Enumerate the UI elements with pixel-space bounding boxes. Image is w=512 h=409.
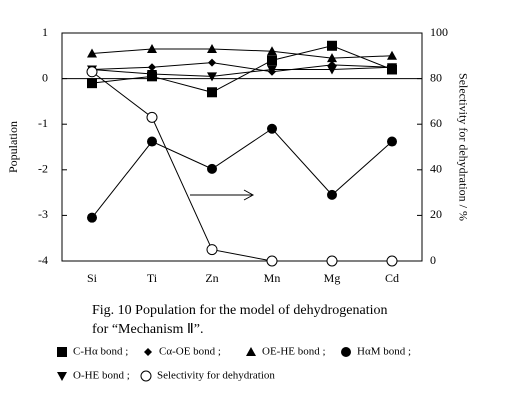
series-line xyxy=(91,45,393,93)
point xyxy=(87,48,97,58)
y-tick-label: -1 xyxy=(38,116,48,130)
legend-label: Selectivity for dehydration xyxy=(157,370,275,382)
point xyxy=(327,189,337,200)
point xyxy=(267,46,277,56)
series-line xyxy=(91,62,393,73)
point xyxy=(206,244,218,256)
legend-label: HαM bond ; xyxy=(357,346,411,358)
point xyxy=(147,43,157,53)
legend-marker xyxy=(144,348,152,356)
annotation-arrow xyxy=(190,189,255,201)
series-line xyxy=(91,128,393,218)
point xyxy=(326,255,338,267)
point xyxy=(207,163,217,174)
point xyxy=(386,255,398,267)
legend-marker xyxy=(140,370,152,382)
x-tick-label: Zn xyxy=(205,271,218,285)
point xyxy=(207,87,217,98)
x-tick-label: Mn xyxy=(264,271,281,285)
y2-tick-label: 60 xyxy=(430,116,442,130)
point xyxy=(327,53,337,63)
point xyxy=(147,70,157,80)
y2-tick-label: 80 xyxy=(430,70,442,84)
point xyxy=(146,111,158,123)
point xyxy=(148,63,156,72)
point xyxy=(266,255,278,267)
legend-marker xyxy=(341,347,351,357)
y2-tick-label: 100 xyxy=(430,25,448,39)
y-tick-label: -4 xyxy=(38,253,48,267)
y-tick-label: 0 xyxy=(42,70,48,84)
y-tick-label: 1 xyxy=(42,25,48,39)
y2-axis-label: Selectivity for dehydration / % xyxy=(456,73,470,221)
point xyxy=(207,72,217,82)
point xyxy=(267,123,277,134)
point xyxy=(207,43,217,53)
point xyxy=(208,58,216,67)
series-line xyxy=(91,71,392,262)
y2-tick-label: 40 xyxy=(430,162,442,176)
point xyxy=(327,65,337,75)
x-tick-label: Mg xyxy=(324,271,341,285)
series-line xyxy=(91,66,393,77)
point xyxy=(147,136,157,147)
y-tick-label: -2 xyxy=(38,162,48,176)
y2-tick-label: 20 xyxy=(430,207,442,221)
caption-line: for “Mechanism Ⅱ”. xyxy=(92,322,203,337)
point xyxy=(267,55,277,66)
y-tick-label: -3 xyxy=(38,207,48,221)
legend-marker xyxy=(57,347,67,357)
x-tick-label: Si xyxy=(87,271,98,285)
y2-tick-label: 0 xyxy=(430,253,436,267)
point xyxy=(387,50,397,60)
legend-marker xyxy=(246,347,256,356)
point xyxy=(387,136,397,147)
legend-label: Cα-OE bond ; xyxy=(159,346,221,358)
point xyxy=(87,78,97,89)
point xyxy=(327,40,337,51)
x-tick-label: Ti xyxy=(147,271,158,285)
legend-label: OE-HE bond ; xyxy=(262,346,326,358)
legend-label: C-Hα bond ; xyxy=(73,346,128,358)
point xyxy=(387,63,397,73)
point xyxy=(86,66,98,78)
series-line xyxy=(91,48,393,59)
x-tick-label: Cd xyxy=(385,271,399,285)
plot-frame xyxy=(61,32,423,262)
point xyxy=(87,212,97,223)
legend-label: O-HE bond ; xyxy=(73,370,130,382)
legend-marker xyxy=(57,372,67,381)
caption-line: Fig. 10 Population for the model of dehy… xyxy=(92,303,388,318)
y-axis-label: Population xyxy=(6,121,20,173)
point xyxy=(267,65,277,75)
